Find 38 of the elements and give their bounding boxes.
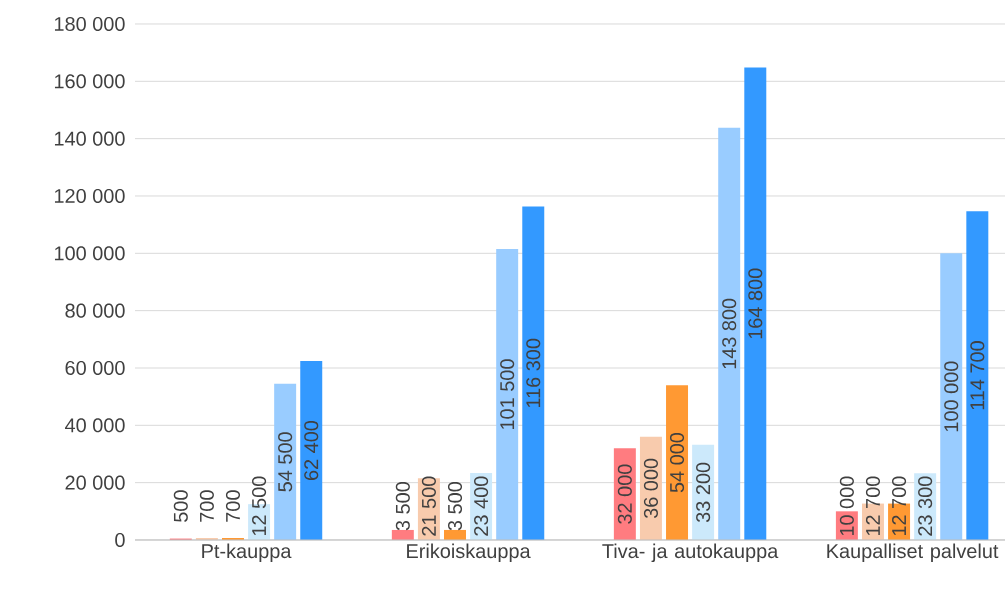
data-label: 10 000: [839, 476, 854, 536]
x-tick-label: Kaupalliset palvelut: [827, 543, 999, 563]
data-label: 33 200: [696, 462, 711, 523]
data-label: 101 500: [500, 359, 515, 429]
data-label: 12 700: [892, 476, 907, 536]
data-label: 100 000: [944, 361, 959, 432]
data-label: 23 400: [474, 476, 489, 536]
data-label: 54 000: [669, 432, 685, 493]
x-tick-label: Tiva- ja autokauppa: [602, 543, 779, 563]
y-tick-label: 80 000: [65, 303, 125, 318]
data-label: 3 500: [395, 482, 410, 531]
data-label: 12 700: [865, 476, 881, 536]
y-tick-label: 20 000: [65, 475, 125, 490]
y-tick-label: 140 000: [54, 131, 125, 146]
y-tick-label: 180 000: [54, 16, 125, 32]
data-label: 54 500: [278, 432, 293, 492]
data-label: 116 300: [526, 338, 541, 408]
data-label: 32 000: [617, 464, 632, 524]
data-label: 12 500: [252, 476, 267, 536]
data-label: 3 500: [447, 482, 463, 531]
x-tick-label: Pt-kauppa: [202, 543, 292, 563]
data-label: 700: [225, 490, 241, 522]
data-label: 21 500: [421, 476, 436, 536]
y-tick-label: 0: [115, 532, 125, 548]
y-tick-label: 160 000: [54, 74, 125, 89]
data-label: 164 800: [748, 268, 763, 339]
data-label: 114 700: [970, 341, 985, 410]
x-tick-label: Erikoiskauppa: [407, 543, 531, 563]
data-label: 36 000: [643, 458, 658, 519]
y-tick-label: 120 000: [54, 188, 125, 204]
data-label: 143 800: [722, 298, 737, 369]
data-label: 700: [199, 490, 214, 522]
data-label: 500: [173, 490, 188, 522]
y-tick-label: 100 000: [54, 246, 125, 261]
data-label: 23 300: [918, 476, 933, 536]
data-label: 62 400: [304, 420, 319, 480]
y-tick-label: 60 000: [65, 360, 125, 376]
y-tick-label: 40 000: [65, 418, 125, 433]
